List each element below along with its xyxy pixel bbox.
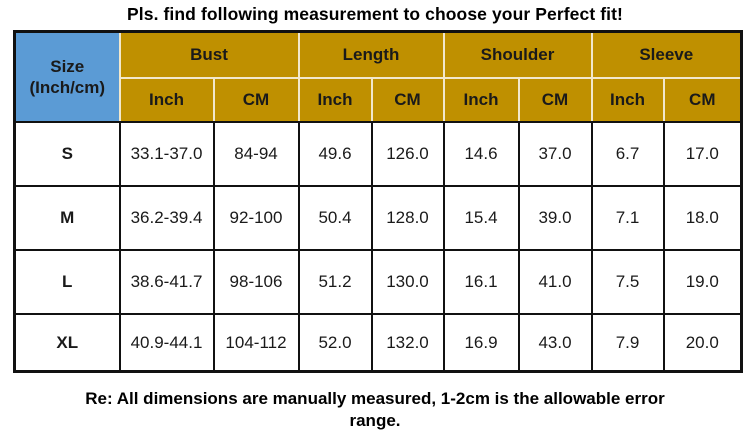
cell-sleeve-inch: 7.9 [590,313,665,373]
cell-sleeve-inch: 7.5 [590,249,665,315]
cell-sleeve-cm: 18.0 [662,185,743,251]
subheader-length-inch: Inch [297,77,373,123]
cell-bust-inch: 36.2-39.4 [118,185,215,251]
cell-length-cm: 126.0 [370,121,445,187]
subheader-length-cm: CM [370,77,445,123]
cell-length-inch: 52.0 [297,313,373,373]
cell-bust-cm: 84-94 [212,121,300,187]
size-chart-table: Size (Inch/cm) Bust Length Shoulder Slee… [13,30,744,373]
group-header-sleeve: Sleeve [590,30,743,79]
cell-bust-inch: 38.6-41.7 [118,249,215,315]
size-header-line1: Size [50,56,85,76]
subheader-sleeve-cm: CM [662,77,743,123]
header-row-groups: Size (Inch/cm) Bust Length Shoulder Slee… [13,30,743,123]
subheader-shoulder-inch: Inch [442,77,520,123]
cell-bust-inch: 40.9-44.1 [118,313,215,373]
cell-shoulder-cm: 39.0 [517,185,593,251]
cell-shoulder-inch: 14.6 [442,121,520,187]
cell-sleeve-inch: 7.1 [590,185,665,251]
cell-bust-cm: 98-106 [212,249,300,315]
cell-shoulder-cm: 43.0 [517,313,593,373]
cell-shoulder-inch: 16.9 [442,313,520,373]
cell-length-inch: 50.4 [297,185,373,251]
group-header-shoulder: Shoulder [442,30,593,79]
size-label: S [13,121,121,187]
group-header-length: Length [297,30,445,79]
cell-length-inch: 51.2 [297,249,373,315]
size-header-line2: (Inch/cm) [29,78,106,97]
cell-sleeve-inch: 6.7 [590,121,665,187]
subheader-bust-inch: Inch [118,77,215,123]
cell-length-cm: 128.0 [370,185,445,251]
table-row-xl: XL 40.9-44.1 104-112 52.0 132.0 16.9 43.… [13,313,743,373]
size-label: L [13,249,121,315]
cell-sleeve-cm: 20.0 [662,313,743,373]
size-label: M [13,185,121,251]
size-column-header: Size (Inch/cm) [13,30,121,123]
cell-sleeve-cm: 17.0 [662,121,743,187]
group-header-bust: Bust [118,30,300,79]
cell-length-inch: 49.6 [297,121,373,187]
cell-bust-inch: 33.1-37.0 [118,121,215,187]
cell-length-cm: 130.0 [370,249,445,315]
cell-length-cm: 132.0 [370,313,445,373]
cell-sleeve-cm: 19.0 [662,249,743,315]
subheader-shoulder-cm: CM [517,77,593,123]
cell-bust-cm: 104-112 [212,313,300,373]
cell-shoulder-cm: 37.0 [517,121,593,187]
cell-shoulder-inch: 15.4 [442,185,520,251]
cell-bust-cm: 92-100 [212,185,300,251]
size-label: XL [13,313,121,373]
subheader-sleeve-inch: Inch [590,77,665,123]
cell-shoulder-cm: 41.0 [517,249,593,315]
subheader-bust-cm: CM [212,77,300,123]
cell-shoulder-inch: 16.1 [442,249,520,315]
header-row-units: Inch CM Inch CM Inch CM Inch CM [15,77,743,123]
footer-note: Re: All dimensions are manually measured… [85,389,665,431]
table-row-s: S 33.1-37.0 84-94 49.6 126.0 14.6 37.0 6… [13,121,743,187]
page-title: Pls. find following measurement to choos… [127,4,623,24]
table-row-l: L 38.6-41.7 98-106 51.2 130.0 16.1 41.0 … [13,249,743,315]
table-row-m: M 36.2-39.4 92-100 50.4 128.0 15.4 39.0 … [13,185,743,251]
